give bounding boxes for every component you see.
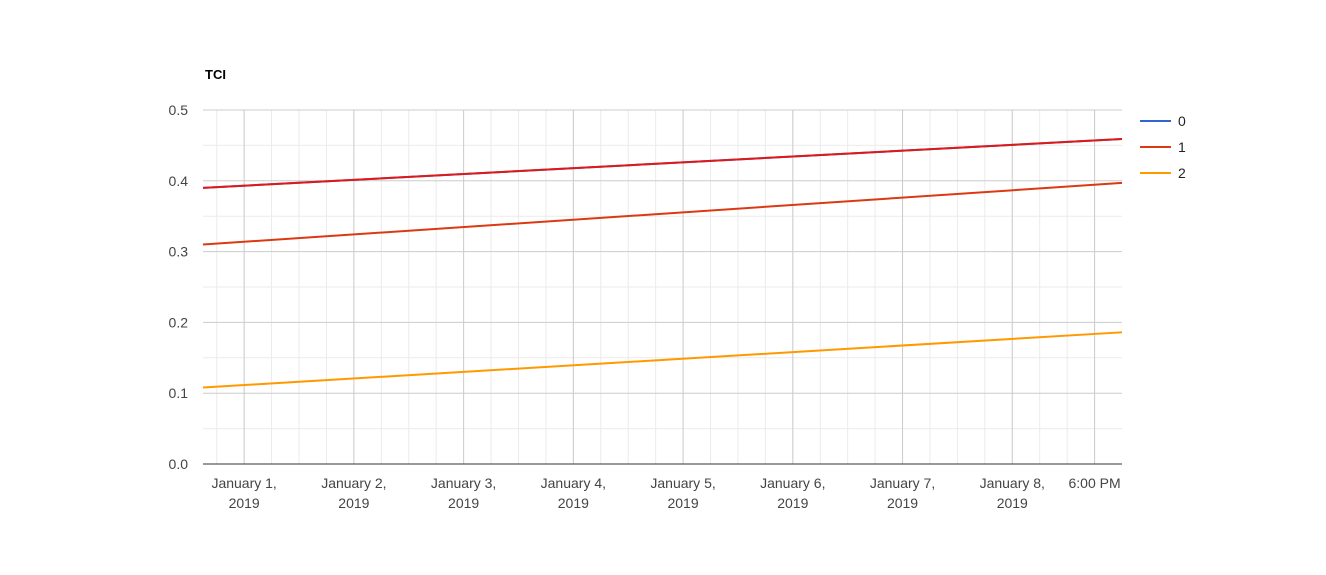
legend-label: 2 <box>1178 165 1186 181</box>
series-line-1 <box>202 181 1123 246</box>
x-tick-label: January 3, 2019 <box>431 475 496 511</box>
major-gridlines <box>203 109 1122 464</box>
x-tick-label: January 7, 2019 <box>870 475 935 511</box>
tick-labels: 0.0 0.1 0.2 0.3 0.4 0.5 January 1, 2019 January … <box>169 102 1121 511</box>
legend-item: 2 <box>1140 160 1186 186</box>
y-tick-label: 0.4 <box>169 173 189 189</box>
legend-label: 1 <box>1178 139 1186 155</box>
x-tick-label: January 2, 2019 <box>321 475 386 511</box>
y-tick-label: 0.0 <box>169 456 189 472</box>
legend-swatch <box>1140 146 1171 148</box>
series-line-2 <box>202 331 1123 389</box>
legend: 0 1 2 <box>1140 108 1186 186</box>
x-tick-label: January 1, 2019 <box>211 475 276 511</box>
legend-swatch <box>1140 172 1171 174</box>
legend-label: 0 <box>1178 113 1186 129</box>
x-tick-label: January 6, 2019 <box>760 475 825 511</box>
legend-item: 1 <box>1140 134 1186 160</box>
series-lines <box>202 138 1123 389</box>
legend-swatch <box>1140 120 1171 122</box>
y-tick-label: 0.5 <box>169 102 189 118</box>
y-tick-label: 0.2 <box>169 314 189 330</box>
series-line-overlay <box>202 138 1123 189</box>
chart-title: TCI <box>205 67 226 82</box>
legend-item: 0 <box>1140 108 1186 134</box>
x-tick-label: 6:00 PM <box>1068 475 1120 491</box>
y-tick-label: 0.1 <box>169 385 189 401</box>
x-tick-label: January 8, 2019 <box>980 475 1045 511</box>
x-tick-label: January 4, 2019 <box>541 475 606 511</box>
x-tick-label: January 5, 2019 <box>650 475 715 511</box>
y-tick-label: 0.3 <box>169 244 189 260</box>
